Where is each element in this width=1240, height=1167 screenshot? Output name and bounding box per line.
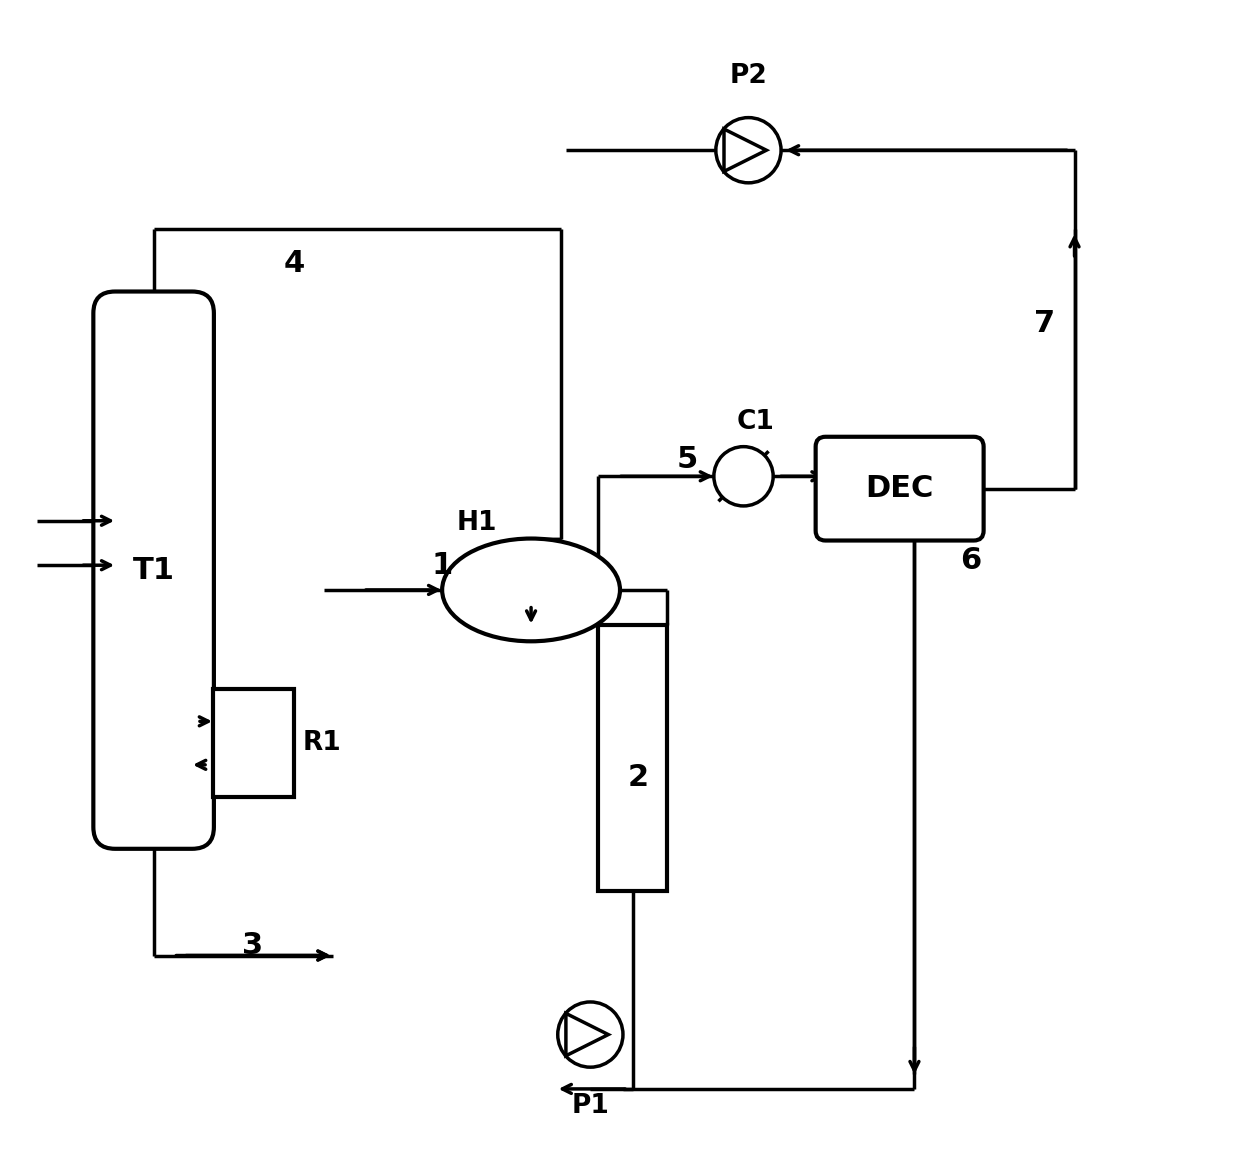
Text: R1: R1 — [303, 731, 341, 756]
Circle shape — [714, 447, 774, 506]
FancyBboxPatch shape — [93, 292, 213, 848]
Text: T1: T1 — [133, 555, 175, 585]
Text: 3: 3 — [242, 931, 263, 960]
Text: C1: C1 — [737, 408, 774, 435]
Text: P1: P1 — [572, 1092, 609, 1119]
Text: 5: 5 — [677, 445, 698, 474]
Text: DEC: DEC — [866, 474, 934, 503]
Polygon shape — [724, 130, 766, 172]
Text: 2: 2 — [627, 763, 649, 792]
Text: 4: 4 — [283, 250, 305, 279]
Text: 1: 1 — [432, 551, 453, 580]
Bar — [598, 624, 667, 892]
Text: P2: P2 — [729, 63, 768, 89]
Polygon shape — [565, 1013, 609, 1056]
Text: 7: 7 — [1034, 308, 1055, 337]
Ellipse shape — [443, 538, 620, 642]
FancyBboxPatch shape — [816, 436, 983, 540]
Circle shape — [558, 1002, 622, 1067]
Text: H1: H1 — [456, 510, 497, 536]
Bar — [213, 689, 294, 797]
Circle shape — [715, 118, 781, 183]
Text: 6: 6 — [960, 546, 981, 575]
